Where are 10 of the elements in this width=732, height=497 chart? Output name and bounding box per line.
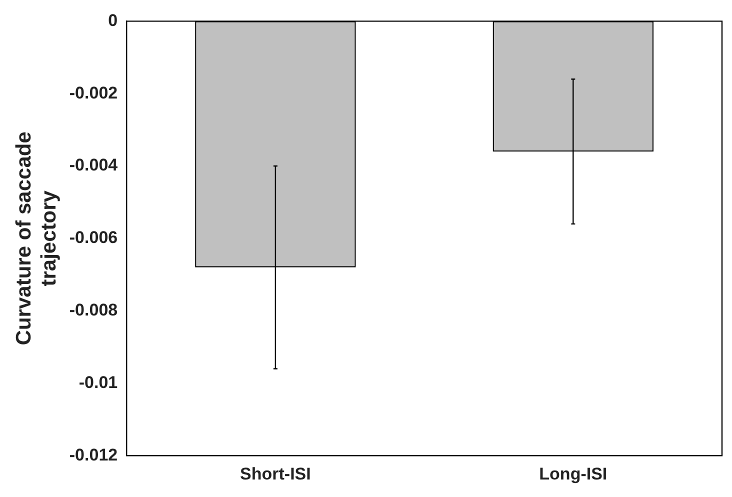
- y-tick-label: -0.01: [78, 372, 118, 392]
- y-tick-label: -0.004: [69, 156, 118, 175]
- y-tick-label: 0: [108, 10, 118, 30]
- y-tick-label: -0.002: [69, 83, 118, 102]
- x-tick-label: Short-ISI: [240, 464, 311, 484]
- y-tick-label: -0.006: [69, 228, 118, 248]
- y-tick-label: -0.008: [69, 300, 118, 320]
- x-tick-label: Long-ISI: [539, 464, 608, 484]
- y-axis-title: Curvature of saccade trajectory: [12, 132, 61, 346]
- y-tick-label: -0.012: [69, 445, 118, 464]
